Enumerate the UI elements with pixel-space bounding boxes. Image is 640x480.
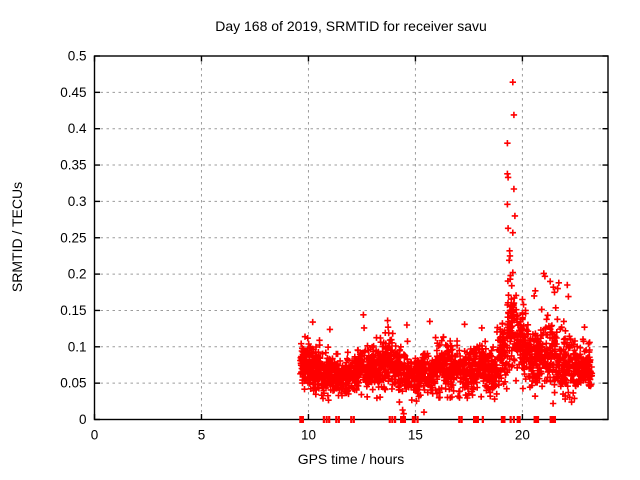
y-tick-label: 0.25 [60,230,86,245]
scatter-plus-markers [297,79,596,417]
zero-marker [509,416,512,423]
y-tick-label: 0 [79,412,87,427]
tick-labels: 0 5 10 15 20 0 0.05 0.1 0.15 0.2 0.25 0.3 0.35 0.4 0.4… [60,49,530,443]
zero-marker [458,416,461,423]
zero-marker [416,416,419,423]
zero-marker [518,416,521,423]
y-tick-label: 0.3 [68,194,87,209]
x-axis-label: GPS time / hours [298,451,405,467]
y-tick-label: 0.45 [60,85,86,100]
y-tick-label: 0.2 [68,267,87,282]
zero-marker [335,416,338,423]
y-tick-label: 0.4 [68,121,87,136]
x-tick-label: 0 [91,428,99,443]
x-tick-label: 10 [301,428,316,443]
zero-marker [328,416,331,423]
x-tick-label: 20 [515,428,530,443]
zero-marker [411,416,416,423]
zero-value-markers [299,416,557,423]
zero-marker [512,416,515,423]
zero-marker [299,416,304,423]
x-tick-label: 5 [198,428,206,443]
y-tick-label: 0.15 [60,303,86,318]
y-tick-label: 0.1 [68,339,87,354]
zero-marker [500,416,506,423]
zero-marker [388,416,391,423]
zero-marker [549,416,557,423]
zero-marker [460,416,463,423]
y-tick-label: 0.35 [60,158,86,173]
zero-marker [352,416,355,423]
x-tick-label: 15 [408,428,423,443]
y-axis-label: SRMTID / TECUs [9,182,25,292]
zero-marker [533,416,540,423]
zero-marker [481,416,484,423]
zero-marker [325,416,328,423]
y-tick-label: 0.05 [60,376,86,391]
zero-marker [322,416,325,423]
zero-marker [391,416,394,423]
zero-marker [350,416,353,423]
zero-marker [394,416,397,423]
data-points [297,79,596,417]
zero-marker [472,416,479,423]
zero-marker [337,416,340,423]
zero-marker [516,416,519,423]
zero-marker [400,416,407,423]
y-tick-label: 0.5 [68,49,87,64]
chart-title: Day 168 of 2019, SRMTID for receiver sav… [215,18,487,34]
